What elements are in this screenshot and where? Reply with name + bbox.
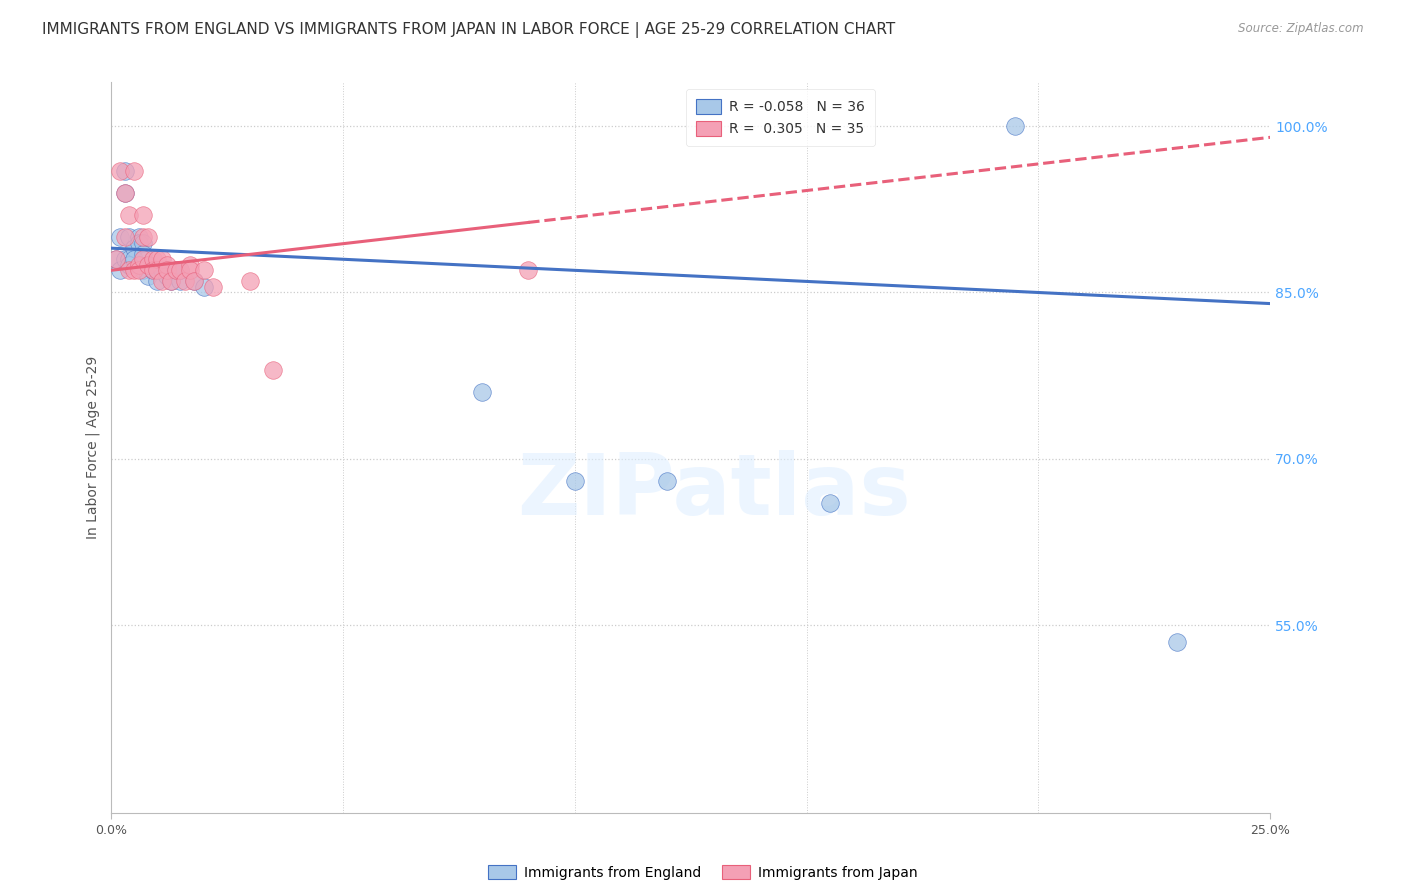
Point bbox=[239, 274, 262, 288]
Point bbox=[160, 274, 183, 288]
Point bbox=[193, 263, 215, 277]
Point bbox=[183, 274, 205, 288]
Point bbox=[155, 258, 177, 272]
Text: IMMIGRANTS FROM ENGLAND VS IMMIGRANTS FROM JAPAN IN LABOR FORCE | AGE 25-29 CORR: IMMIGRANTS FROM ENGLAND VS IMMIGRANTS FR… bbox=[42, 22, 896, 38]
Point bbox=[517, 263, 540, 277]
Point bbox=[146, 274, 169, 288]
Point bbox=[1004, 120, 1026, 134]
Point bbox=[169, 263, 191, 277]
Point bbox=[150, 252, 173, 267]
Point bbox=[155, 263, 177, 277]
Point bbox=[118, 230, 141, 244]
Point bbox=[132, 208, 155, 222]
Point bbox=[108, 163, 131, 178]
Y-axis label: In Labor Force | Age 25-29: In Labor Force | Age 25-29 bbox=[86, 356, 100, 540]
Point bbox=[132, 246, 155, 260]
Point bbox=[132, 235, 155, 250]
Point bbox=[122, 241, 145, 255]
Point bbox=[818, 496, 841, 510]
Point bbox=[114, 186, 136, 200]
Point bbox=[114, 186, 136, 200]
Point bbox=[122, 252, 145, 267]
Legend: Immigrants from England, Immigrants from Japan: Immigrants from England, Immigrants from… bbox=[482, 859, 924, 885]
Point bbox=[142, 252, 165, 267]
Point bbox=[136, 268, 159, 283]
Point bbox=[165, 263, 187, 277]
Point bbox=[150, 263, 173, 277]
Point bbox=[108, 230, 131, 244]
Point bbox=[1166, 634, 1188, 648]
Point bbox=[136, 258, 159, 272]
Point bbox=[142, 263, 165, 277]
Point bbox=[146, 252, 169, 267]
Point bbox=[114, 163, 136, 178]
Point bbox=[128, 235, 150, 250]
Text: Source: ZipAtlas.com: Source: ZipAtlas.com bbox=[1239, 22, 1364, 36]
Text: ZIPatlas: ZIPatlas bbox=[517, 450, 911, 533]
Point bbox=[657, 474, 679, 488]
Point bbox=[136, 230, 159, 244]
Point bbox=[262, 363, 284, 377]
Point bbox=[471, 385, 494, 400]
Point bbox=[179, 258, 201, 272]
Point bbox=[193, 280, 215, 294]
Point bbox=[169, 274, 191, 288]
Point bbox=[155, 268, 177, 283]
Point bbox=[104, 252, 127, 267]
Point bbox=[128, 263, 150, 277]
Legend: R = -0.058   N = 36, R =  0.305   N = 35: R = -0.058 N = 36, R = 0.305 N = 35 bbox=[686, 89, 875, 145]
Point bbox=[174, 274, 197, 288]
Point bbox=[179, 263, 201, 277]
Point bbox=[118, 252, 141, 267]
Point bbox=[108, 263, 131, 277]
Point bbox=[169, 263, 191, 277]
Point bbox=[142, 263, 165, 277]
Point bbox=[564, 474, 586, 488]
Point bbox=[165, 263, 187, 277]
Point bbox=[122, 163, 145, 178]
Point bbox=[114, 252, 136, 267]
Point bbox=[136, 258, 159, 272]
Point bbox=[146, 263, 169, 277]
Point bbox=[201, 280, 224, 294]
Point bbox=[160, 274, 183, 288]
Point bbox=[118, 208, 141, 222]
Point bbox=[132, 252, 155, 267]
Point bbox=[118, 258, 141, 272]
Point bbox=[183, 274, 205, 288]
Point bbox=[132, 230, 155, 244]
Point bbox=[104, 252, 127, 267]
Point bbox=[146, 263, 169, 277]
Point bbox=[122, 263, 145, 277]
Point bbox=[114, 230, 136, 244]
Point bbox=[150, 274, 173, 288]
Point bbox=[128, 230, 150, 244]
Point bbox=[128, 258, 150, 272]
Point bbox=[142, 263, 165, 277]
Point bbox=[118, 263, 141, 277]
Point bbox=[132, 263, 155, 277]
